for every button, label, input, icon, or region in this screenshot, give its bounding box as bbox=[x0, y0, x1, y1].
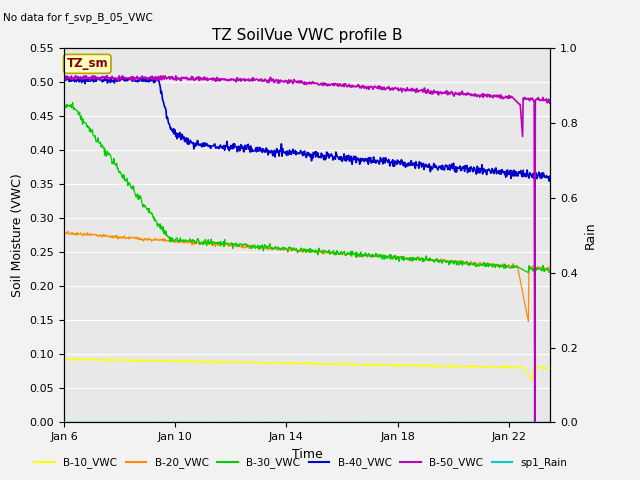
Title: TZ SoilVue VWC profile B: TZ SoilVue VWC profile B bbox=[212, 28, 403, 43]
Y-axis label: Soil Moisture (VWC): Soil Moisture (VWC) bbox=[11, 173, 24, 297]
Legend: B-10_VWC, B-20_VWC, B-30_VWC, B-40_VWC, B-50_VWC, sp1_Rain: B-10_VWC, B-20_VWC, B-30_VWC, B-40_VWC, … bbox=[30, 453, 572, 472]
Y-axis label: Rain: Rain bbox=[584, 221, 596, 249]
Text: No data for f_svp_B_05_VWC: No data for f_svp_B_05_VWC bbox=[3, 12, 153, 23]
X-axis label: Time: Time bbox=[292, 448, 323, 461]
Text: TZ_sm: TZ_sm bbox=[67, 58, 108, 71]
